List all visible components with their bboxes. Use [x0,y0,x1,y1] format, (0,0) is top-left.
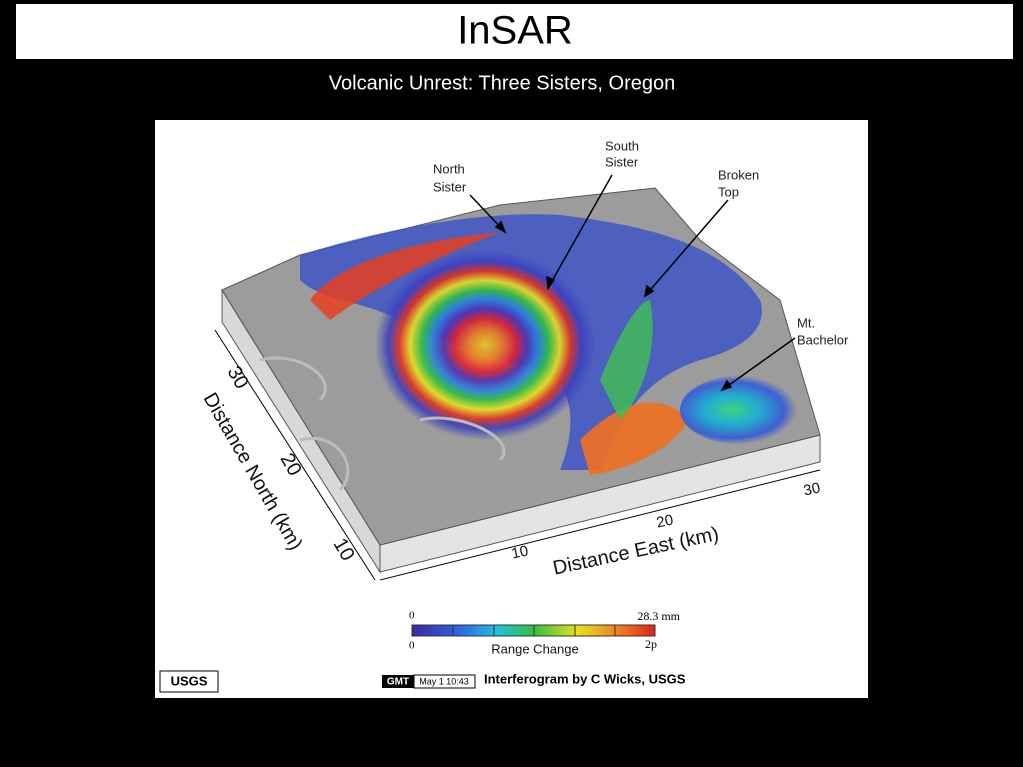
annotation: South [605,138,639,153]
annotation: North [433,161,465,176]
stamp-time: May 1 10:43 [419,676,469,686]
east-tick-label: 30 [802,479,822,499]
stamp-time-box [413,674,476,689]
credit: Interferogram by C Wicks, USGS [484,671,686,686]
subtitle: Volcanic Unrest: Three Sisters, Oregon [329,72,675,94]
colorbar-label: 2p [645,637,657,651]
annotation: Top [718,184,739,199]
colorbar: 0 28.3 mm 0 2p Range Change [409,609,681,657]
logo: USGS [171,673,208,688]
annotation: Sister [433,179,467,194]
annotation: Sister [605,154,639,169]
colorbar-label: 0 [409,640,415,652]
colorbar-title: Range Change [491,641,578,656]
annotation: Broken [718,167,759,182]
annotations: North Sister South Sister Broken Top Mt.… [433,138,849,347]
north-axis-line [214,329,376,581]
terrain-block [221,187,821,574]
colorbar-label: 0 [409,610,415,622]
annotation: Mt. [797,315,815,330]
east-axis-line [379,469,821,581]
title: InSAR [457,9,573,53]
east-tick-label: 20 [655,511,675,531]
stamp-tag: GMT [387,677,409,688]
pointer-lines [469,174,796,392]
east-tick-label: 10 [510,542,530,562]
colorbar-label: 28.3 mm [637,609,680,623]
logo-box [159,670,219,693]
title-bar [16,4,1013,59]
stamp-tag-box [382,675,414,688]
annotation: Bachelor [797,332,849,347]
